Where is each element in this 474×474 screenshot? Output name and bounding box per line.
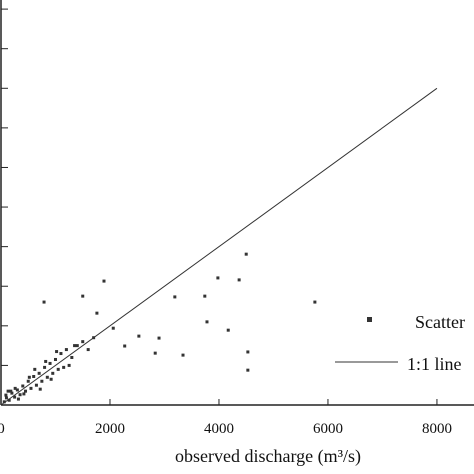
scatter-point: [10, 391, 14, 395]
scatter-point: [73, 344, 77, 348]
scatter-point: [21, 384, 25, 388]
scatter-point: [37, 371, 41, 375]
scatter-point: [59, 352, 63, 356]
scatter-point: [67, 363, 71, 367]
scatter-point: [157, 336, 161, 340]
legend-marker: [367, 317, 372, 322]
scatter-point: [70, 355, 74, 359]
x-tick-label: 6000: [313, 421, 343, 437]
scatter-point: [123, 344, 127, 348]
scatter-point: [44, 359, 48, 363]
scatter-point: [75, 344, 79, 348]
scatter-point: [42, 300, 46, 304]
scatter-point: [237, 278, 241, 282]
scatter-point: [81, 340, 85, 344]
scatter-point: [86, 348, 90, 352]
scatter-point: [27, 375, 31, 379]
scatter-point: [15, 388, 19, 392]
scatter-point: [137, 334, 141, 338]
scatter-point: [40, 379, 44, 383]
scatter-point: [43, 365, 47, 369]
scatter-point: [205, 320, 209, 324]
identity-line: [0, 87, 438, 406]
scatter-point: [2, 400, 6, 404]
scatter-point: [48, 361, 52, 365]
scatter-point: [4, 396, 8, 400]
x-tick-label: 2000: [95, 421, 125, 437]
scatter-point: [13, 395, 17, 399]
scatter-point: [9, 389, 13, 393]
scatter-point: [45, 375, 49, 379]
scatter-point: [62, 365, 66, 369]
scatter-point: [56, 367, 60, 371]
scatter-point: [29, 386, 33, 390]
scatter-point: [24, 389, 28, 393]
legend-label: 1:1 line: [407, 354, 462, 374]
scatter-point: [246, 350, 250, 354]
scatter-point: [81, 294, 85, 298]
scatter-point: [18, 393, 22, 397]
scatter-point: [6, 389, 10, 393]
scatter-point: [7, 398, 11, 402]
scatter-point: [181, 353, 185, 357]
x-tick-label: 0: [0, 421, 5, 437]
x-axis-label: observed discharge (m³/s): [175, 446, 361, 467]
scatter-point: [203, 294, 207, 298]
scatter-point: [102, 279, 106, 283]
scatter-point: [64, 348, 68, 352]
scatter-point: [51, 371, 55, 375]
scatter-point: [49, 377, 53, 381]
x-tick-label: 8000: [422, 421, 452, 437]
scatter-point: [33, 367, 37, 371]
scatter-point: [26, 379, 30, 383]
scatter-point: [216, 276, 220, 280]
scatter-point: [246, 368, 250, 372]
scatter-point: [38, 387, 42, 391]
scatter-point: [226, 328, 230, 332]
scatter-point: [32, 374, 36, 378]
scatter-point: [111, 326, 115, 330]
scatter-point: [313, 300, 317, 304]
scatter-point: [153, 351, 157, 355]
scatter-point: [173, 295, 177, 299]
scatter-point: [4, 393, 8, 397]
x-tick-label: 4000: [204, 421, 234, 437]
scatter-point: [34, 383, 38, 387]
legend-label: Scatter: [415, 312, 465, 332]
scatter-point: [244, 252, 248, 256]
scatter-point: [22, 392, 26, 396]
scatter-point: [55, 350, 59, 354]
scatter-point: [95, 311, 99, 315]
scatter-point: [16, 397, 20, 401]
scatter-point: [53, 357, 57, 361]
scatter-point: [13, 386, 17, 390]
